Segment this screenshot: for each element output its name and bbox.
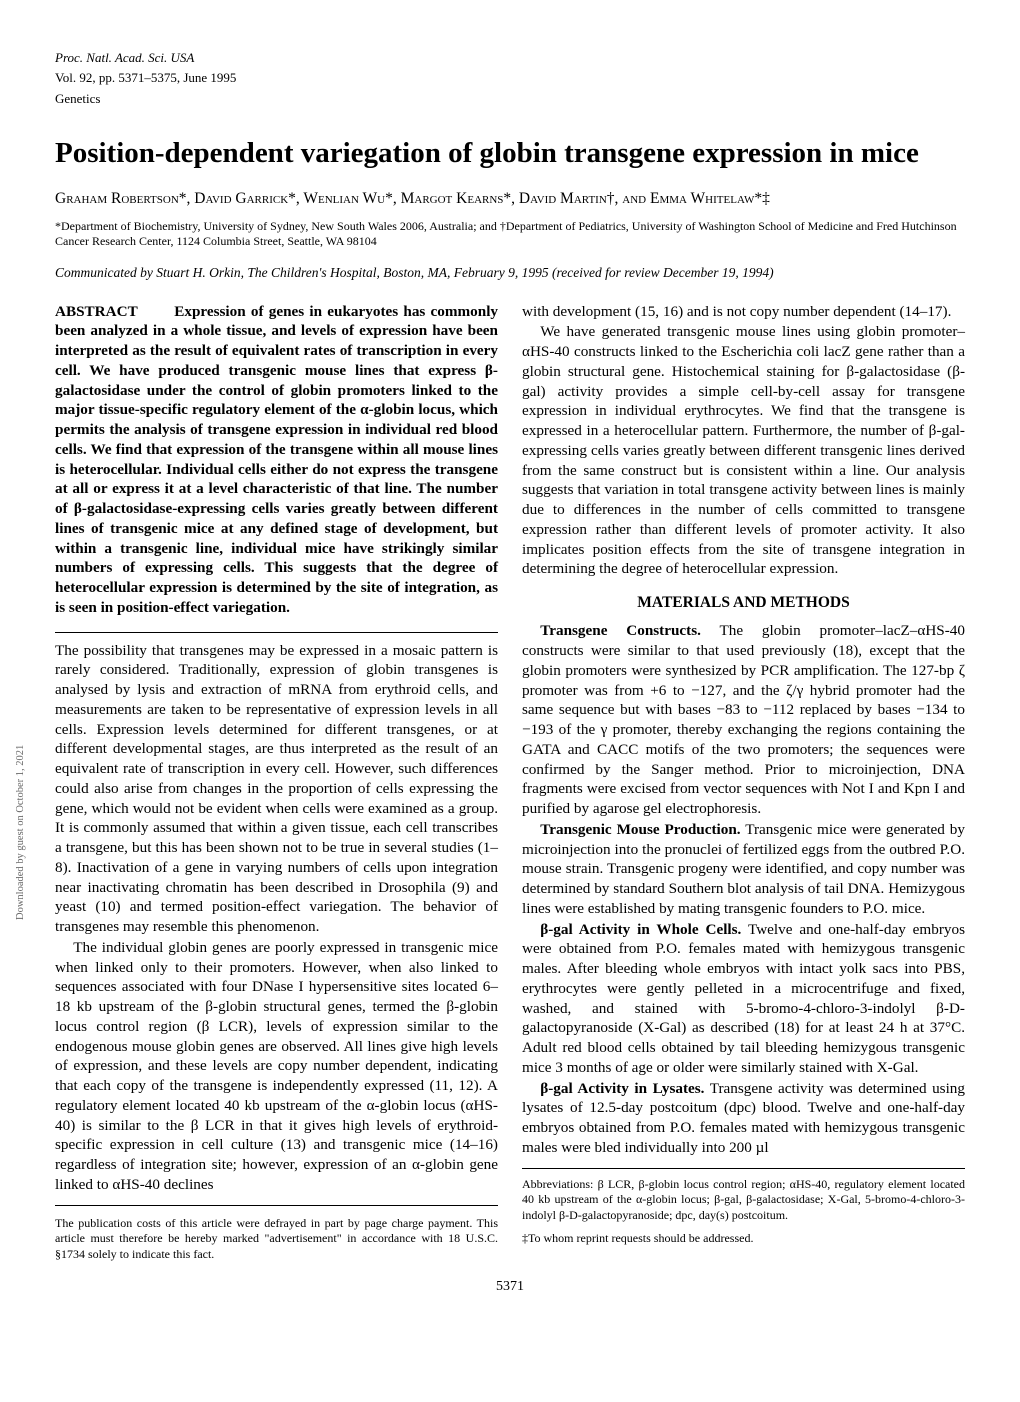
abbrev-rule bbox=[522, 1168, 965, 1169]
bgal-lysates-label: β-gal Activity in Lysates. bbox=[540, 1080, 704, 1097]
abstract-rule bbox=[55, 632, 498, 633]
intro-paragraph-2: The individual globin genes are poorly e… bbox=[55, 938, 498, 1195]
methods-mouse: Transgenic Mouse Production. Transgenic … bbox=[522, 820, 965, 919]
bgal-cells-label: β-gal Activity in Whole Cells. bbox=[540, 921, 741, 938]
constructs-text: The globin promoter–lacZ–αHS-40 construc… bbox=[522, 622, 965, 817]
methods-bgal-lysates: β-gal Activity in Lysates. Transgene act… bbox=[522, 1079, 965, 1158]
article-title: Position-dependent variegation of globin… bbox=[55, 137, 965, 170]
journal-name: Proc. Natl. Acad. Sci. USA bbox=[55, 50, 965, 66]
volume-line: Vol. 92, pp. 5371–5375, June 1995 bbox=[55, 70, 965, 86]
authors: Graham Robertson*, David Garrick*, Wenli… bbox=[55, 189, 965, 209]
methods-bgal-cells: β-gal Activity in Whole Cells. Twelve an… bbox=[522, 920, 965, 1078]
affiliations: *Department of Biochemistry, University … bbox=[55, 219, 965, 250]
abstract-label: ABSTRACT bbox=[55, 303, 138, 320]
methods-heading: MATERIALS AND METHODS bbox=[522, 593, 965, 613]
publication-cost-note: The publication costs of this article we… bbox=[55, 1216, 498, 1263]
intro-paragraph-3: with development (15, 16) and is not cop… bbox=[522, 302, 965, 322]
page-number: 5371 bbox=[55, 1278, 965, 1296]
intro-paragraph-4: We have generated transgenic mouse lines… bbox=[522, 322, 965, 579]
bgal-cells-text: Twelve and one-half-day embryos were obt… bbox=[522, 921, 965, 1076]
journal-header: Proc. Natl. Acad. Sci. USA Vol. 92, pp. … bbox=[55, 50, 965, 107]
intro-paragraph-1: The possibility that transgenes may be e… bbox=[55, 641, 498, 937]
two-column-body: ABSTRACT Expression of genes in eukaryot… bbox=[55, 302, 965, 1263]
communicated-by: Communicated by Stuart H. Orkin, The Chi… bbox=[55, 264, 965, 282]
pubcost-rule bbox=[55, 1205, 498, 1206]
mouse-label: Transgenic Mouse Production. bbox=[540, 821, 740, 838]
corresponding-author: ‡To whom reprint requests should be addr… bbox=[522, 1231, 965, 1247]
methods-constructs: Transgene Constructs. The globin promote… bbox=[522, 621, 965, 819]
download-watermark: Downloaded by guest on October 1, 2021 bbox=[14, 745, 28, 920]
abbreviations: Abbreviations: β LCR, β-globin locus con… bbox=[522, 1177, 965, 1224]
abstract: ABSTRACT Expression of genes in eukaryot… bbox=[55, 302, 498, 618]
category: Genetics bbox=[55, 91, 965, 108]
abstract-text: Expression of genes in eukaryotes has co… bbox=[55, 303, 498, 616]
constructs-label: Transgene Constructs. bbox=[540, 622, 701, 639]
